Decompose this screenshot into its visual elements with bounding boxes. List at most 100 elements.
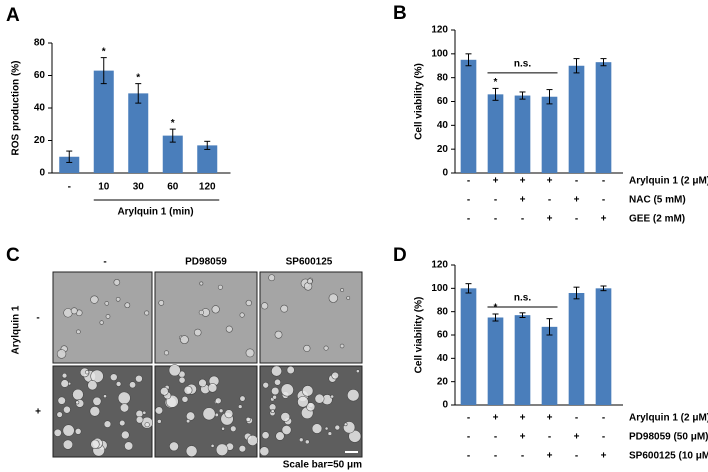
cell xyxy=(56,349,67,359)
cell xyxy=(103,394,107,399)
cell xyxy=(330,394,335,399)
bar xyxy=(514,95,531,173)
bracket-label: n.s. xyxy=(514,59,531,70)
y-tick-label: 40 xyxy=(437,353,449,364)
cell xyxy=(154,406,164,415)
cell xyxy=(181,395,189,403)
cell xyxy=(245,299,252,307)
panel-letter: B xyxy=(393,3,407,24)
cell xyxy=(90,295,99,304)
cell xyxy=(163,350,170,356)
cell xyxy=(306,402,316,412)
condition-label: GEE (2 mM) xyxy=(629,214,685,225)
cell xyxy=(198,309,204,316)
bar xyxy=(197,145,218,173)
condition-sign: + xyxy=(547,413,553,424)
cell xyxy=(199,281,204,286)
y-tick-label: 20 xyxy=(437,144,449,155)
cell xyxy=(62,439,74,450)
cell xyxy=(124,302,131,309)
condition-sign: + xyxy=(520,413,526,424)
significance-marker: * xyxy=(171,118,175,129)
cell xyxy=(218,408,224,414)
cell xyxy=(62,424,75,437)
bar xyxy=(460,288,477,405)
cell xyxy=(327,431,333,436)
cell xyxy=(246,434,259,446)
cell xyxy=(119,403,130,413)
cell xyxy=(56,411,63,418)
condition-sign: - xyxy=(521,214,524,225)
cell xyxy=(304,439,310,445)
condition-sign: - xyxy=(494,432,497,443)
cell xyxy=(92,396,102,406)
cell xyxy=(70,307,78,315)
cell xyxy=(76,329,81,335)
cell xyxy=(53,428,62,437)
cell xyxy=(185,411,196,421)
cell xyxy=(323,345,329,351)
condition-label: PD98059 (50 μM) xyxy=(629,432,708,443)
cell xyxy=(245,416,251,422)
y-tick-label: 120 xyxy=(431,25,448,36)
condition-label: Arylquin 1 (2 μM) xyxy=(629,176,708,187)
cell xyxy=(157,419,162,424)
error-bar xyxy=(546,318,553,336)
cell xyxy=(75,400,80,405)
cell xyxy=(109,373,118,381)
x-tick-label: 120 xyxy=(199,182,216,193)
row-label: - xyxy=(36,313,39,324)
cell xyxy=(117,391,131,405)
x-tick-label: - xyxy=(68,182,71,193)
x-tick-label: 30 xyxy=(133,182,145,193)
cell xyxy=(142,410,147,415)
condition-sign: - xyxy=(548,432,551,443)
y-tick-label: 0 xyxy=(442,168,448,179)
cell xyxy=(87,380,98,391)
cell xyxy=(343,422,348,427)
bar xyxy=(541,96,558,173)
significance-marker: * xyxy=(136,72,140,83)
cell xyxy=(124,441,134,451)
bar xyxy=(568,65,585,173)
cell xyxy=(307,278,313,285)
cell xyxy=(217,284,223,290)
condition-sign: - xyxy=(575,214,578,225)
condition-sign: - xyxy=(467,195,470,206)
column-header: - xyxy=(103,257,106,268)
condition-sign: + xyxy=(493,413,499,424)
cell xyxy=(63,405,71,414)
cell xyxy=(298,437,304,443)
cell xyxy=(274,330,283,339)
y-tick-label: 60 xyxy=(437,96,449,107)
cell xyxy=(120,430,130,440)
condition-sign: - xyxy=(494,451,497,462)
cell xyxy=(314,393,325,404)
cell xyxy=(303,344,311,352)
condition-sign: - xyxy=(602,413,605,424)
x-axis-title: Arylquin 1 (min) xyxy=(117,207,193,218)
cell xyxy=(105,314,111,319)
cell xyxy=(214,397,222,405)
condition-sign: - xyxy=(575,451,578,462)
cell xyxy=(237,404,243,409)
bar xyxy=(568,293,585,405)
condition-sign: - xyxy=(575,176,578,187)
error-bar xyxy=(546,89,553,105)
cell xyxy=(274,378,281,386)
bar xyxy=(595,62,612,173)
cell xyxy=(198,378,207,388)
cell xyxy=(328,293,338,303)
cell xyxy=(340,288,344,292)
cell xyxy=(57,396,66,405)
bar xyxy=(487,317,504,405)
panel-letter: C xyxy=(6,245,20,266)
cell xyxy=(186,418,191,424)
cell xyxy=(259,446,270,457)
condition-label: NAC (5 mM) xyxy=(629,195,686,206)
cell xyxy=(211,305,220,314)
error-bar xyxy=(169,128,176,143)
condition-sign: - xyxy=(494,214,497,225)
cell xyxy=(311,423,323,434)
cell xyxy=(185,445,198,457)
